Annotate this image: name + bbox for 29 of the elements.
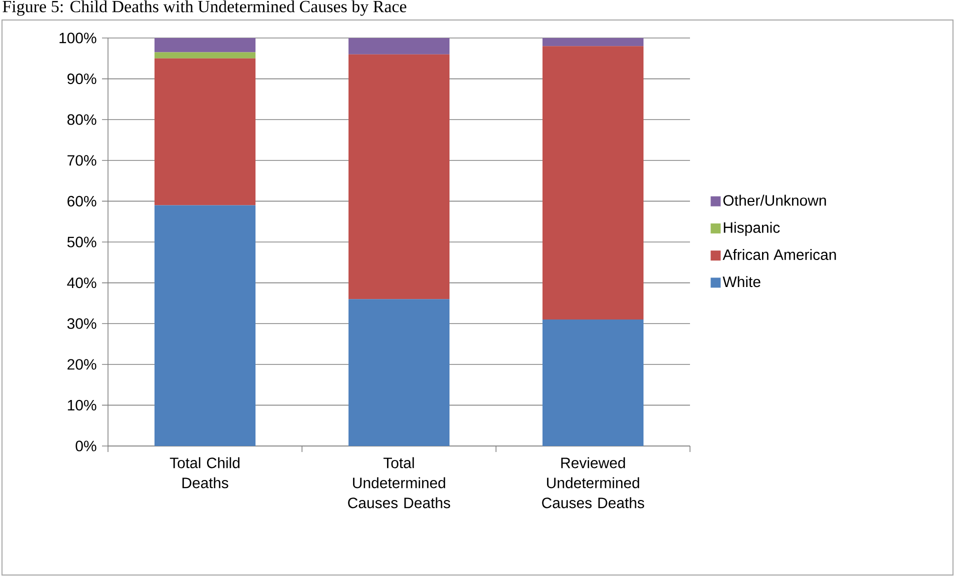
y-tick-label: 10% [68,400,96,411]
bar [348,299,450,446]
bar [542,46,644,320]
bar [154,58,256,206]
x-tick-label: Reviewed Undetermined Causes Deaths [542,457,644,508]
chart-title: Figure 5: Child Deaths with Undetermined Causes by Race [2,0,406,16]
bar [154,205,256,446]
bar [154,38,256,52]
y-tick-label: 90% [67,73,96,84]
y-tick-label: 40% [67,277,96,288]
bar [542,320,644,446]
x-tick-label: Total Undetermined Causes Deaths [348,457,450,508]
y-tick-label: 0% [76,440,96,452]
y-tick-label: 60% [68,196,96,207]
legend-label: African American [722,249,836,260]
y-tick-label: 50% [67,236,96,248]
y-tick-label: 100% [60,32,96,44]
bar [348,54,450,300]
legend-label: Other/Unknown [723,194,826,206]
y-tick-label: 30% [67,318,96,329]
legend-label: Hispanic [724,222,780,236]
bar [154,52,256,58]
y-tick-label: 80% [67,114,96,125]
legend-label: White [722,276,760,288]
x-tick-label: Total Child Deaths [170,457,240,488]
y-tick-label: 20% [68,359,96,370]
bar [542,38,644,46]
bar [348,38,450,54]
y-tick-label: 70% [68,155,96,166]
